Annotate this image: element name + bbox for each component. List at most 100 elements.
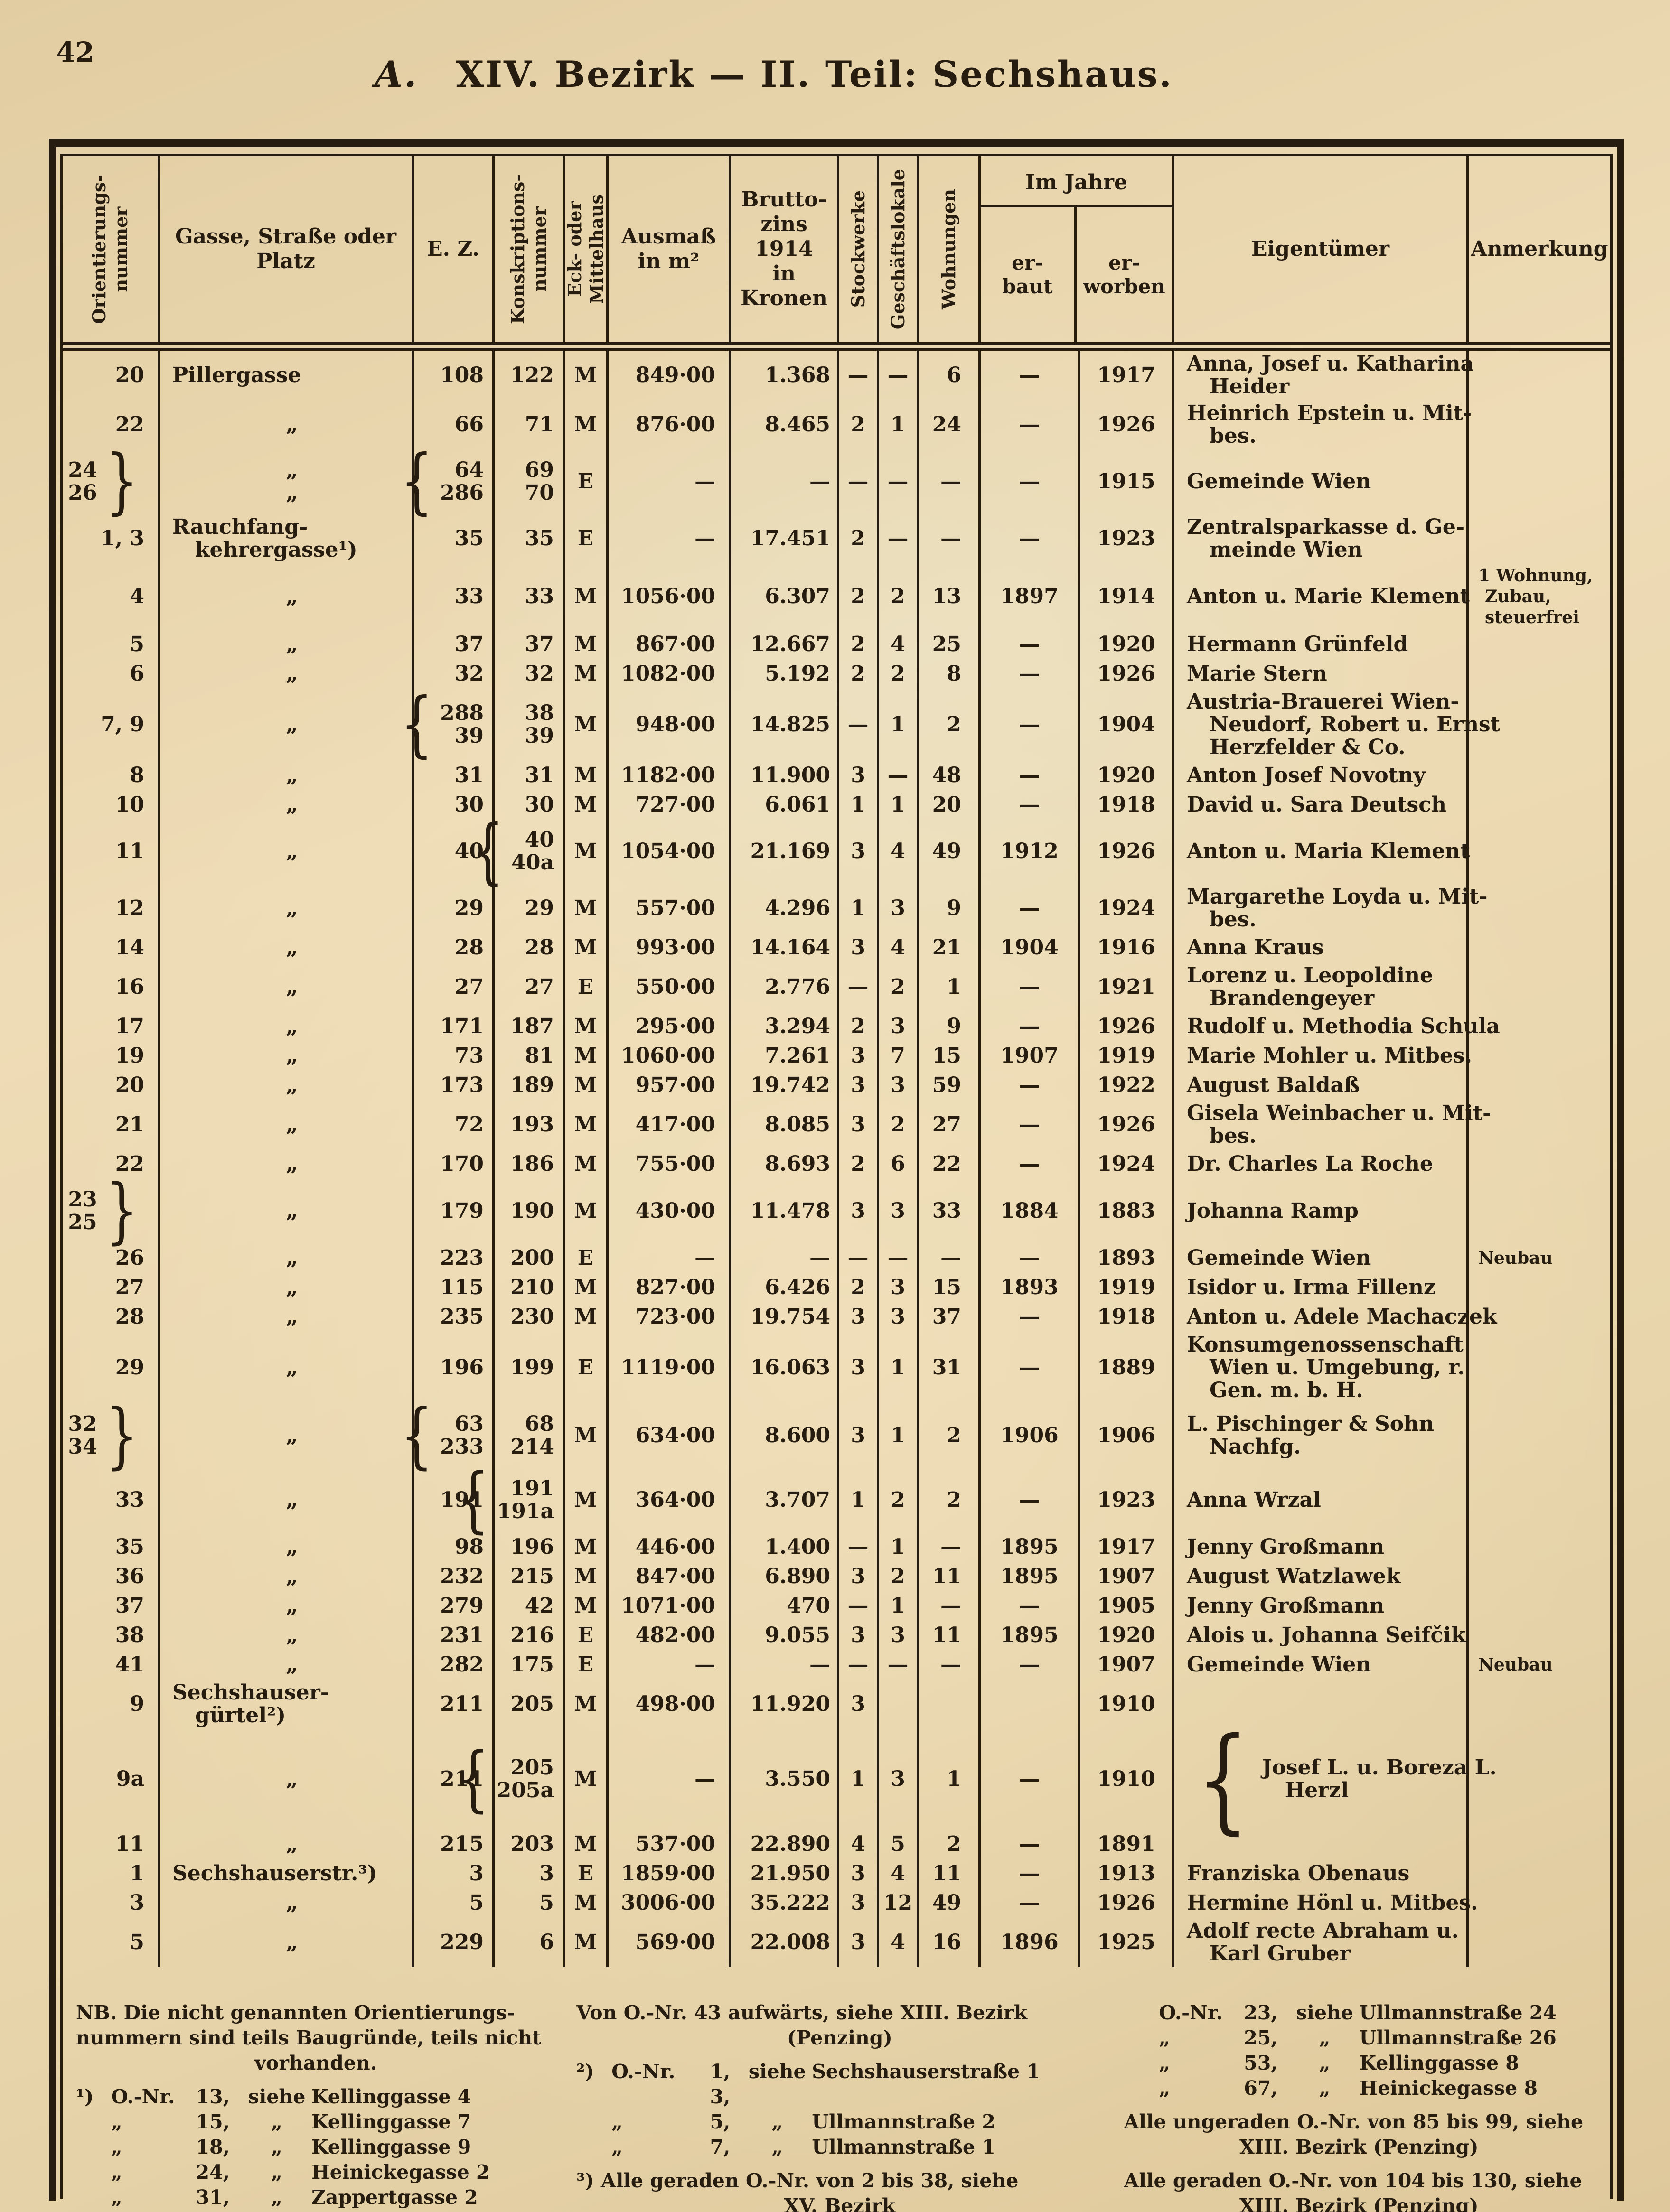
number: 35 [454,526,484,551]
cell-bruttozins: 11.478 [731,1179,839,1243]
value: 22.890 [750,1831,830,1856]
number-group: {205 205a [450,1743,554,1814]
value: 1926 [1097,1014,1155,1038]
value: 3.550 [765,1766,830,1791]
value: 14.825 [750,712,830,737]
number-group: 68 214 [510,1413,554,1458]
owner-wrap: Margarethe Loyda u. Mit-bes. [1187,886,1488,931]
cell-bruttozins: 3.550 [731,1728,839,1829]
cell-stockwerke: 2 [839,1149,879,1179]
cell-orientierungsnummer: 26 [63,1243,160,1273]
cell-ez: 191 [414,1468,495,1532]
value: 19.742 [750,1073,830,1097]
cell-gasse-strasse: „ [160,563,414,630]
cell-orientierungsnummer: 8 [63,760,160,790]
cell-wohnungen: 48 [919,760,981,790]
footnote-cell: Zappertgasse 2 [311,2185,478,2209]
cell-eigentuemer: {Josef L. u. Boreza L. Herzl [1174,1722,1496,1836]
text-line: „ [286,1487,298,1512]
cell-orientierungsnummer: 16 [63,962,160,1012]
col-header-erbaut: er- baut [981,207,1077,342]
number: 81 [525,1044,554,1068]
text-lines: „ [172,1045,412,1067]
text-lines: Gemeinde Wien [1187,470,1371,493]
number: 71 [525,412,554,437]
value: 5.192 [765,661,830,686]
cell-geschaeftslokale: 2 [879,1468,919,1532]
number: 3 [539,1861,554,1885]
value: — [809,469,830,494]
footnote-line: Alle ungeraden O.-Nr. von 85 bis 99, sie… [1124,2110,1584,2133]
text-lines: Anton Josef Novotny [1187,764,1426,787]
cell-eck-mittelhaus: M [565,1728,609,1829]
number: 32 [454,661,484,686]
value: 2 [851,412,865,437]
cell-wohnungen: 1 [919,962,981,1012]
cell-erbaut: — [981,629,1080,659]
cell-bruttozins: 5.192 [731,659,839,689]
cell-gasse-strasse: „ [160,1012,414,1041]
value: — [1019,661,1040,686]
cell-orientierungsnummer: 9a [63,1728,160,1829]
im-jahre-label: Im Jahre [981,156,1172,207]
text-lines: Marie Stern [1187,662,1327,685]
value: E [577,1652,594,1677]
value: 2 [891,975,905,999]
number: 286 [440,480,484,505]
text-line: bes. [1210,1124,1257,1148]
cell-eck-mittelhaus: M [565,1829,609,1859]
owner-wrap: Dr. Charles La Roche [1187,1153,1433,1176]
footnote-cell: ¹) [76,2085,94,2108]
cell-geschaeftslokale: — [879,513,919,563]
cell-eigentuemer: Franziska Obenaus [1174,1858,1469,1888]
number: 36 [115,1564,144,1588]
value: 1906 [1000,1423,1059,1448]
cell-eigentuemer: Heinrich Epstein u. Mit-bes. [1174,400,1472,449]
number: 205 [510,1691,554,1716]
value: M [574,363,597,387]
footnote-cell: 23, [1244,2001,1278,2024]
value: 8.465 [765,412,830,437]
cell-geschaeftslokale: 1 [879,688,919,761]
value: E [577,1355,594,1380]
value: 482·00 [635,1623,715,1647]
footnote-cell: Sechshauserstraße 1 [812,2060,1040,2083]
value: 2.776 [765,975,830,999]
footnote-cell: O.-Nr. [611,2060,676,2083]
cell-ez: 231 [414,1620,495,1650]
footnote-cell: Kellinggasse 7 [311,2110,471,2133]
cell-erbaut: — [981,1100,1080,1149]
text-line: Gemeinde Wien [1187,469,1371,494]
cell-wohnungen: 9 [919,884,981,933]
number-group: {40 40a [465,816,554,887]
cell-ausmass: 3006·00 [609,1888,731,1918]
cell-eck-mittelhaus: M [565,760,609,790]
value: — [847,1652,869,1677]
value: 37 [932,1304,961,1329]
value: 1924 [1097,1152,1155,1176]
number: 30 [525,792,554,817]
owner-wrap: Heinrich Epstein u. Mit-bes. [1187,402,1472,448]
cell-eck-mittelhaus: M [565,659,609,689]
cell-eck-mittelhaus: M [565,1302,609,1332]
value: 2 [947,1831,961,1856]
cell-wohnungen: 31 [919,1331,981,1404]
value: M [574,1890,597,1915]
cell-wohnungen: — [919,513,981,563]
cell-konskriptionsnummer: 35 [495,513,565,563]
cell-anmerkung [1469,449,1610,514]
cell-erbaut: — [981,1829,1080,1859]
footnote-cell [1124,2000,1159,2025]
cell-eck-mittelhaus: E [565,1650,609,1680]
footnote-list-row: O.-Nr. 23, siehe Ullmannstraße 24 [1124,2000,1594,2025]
cell-wohnungen: 1 [919,1728,981,1829]
cell-eck-mittelhaus: M [565,790,609,820]
cell-orientierungsnummer: 37 [63,1591,160,1621]
cell-ausmass: 498·00 [609,1679,731,1729]
cell-anmerkung [1469,1729,1610,1829]
number: 229 [440,1930,484,1954]
cell-orientierungsnummer: 7, 9 [63,688,160,761]
value: 1907 [1097,1652,1155,1677]
cell-ausmass: 1056·00 [609,563,731,630]
cell-erbaut: 1897 [981,563,1080,630]
